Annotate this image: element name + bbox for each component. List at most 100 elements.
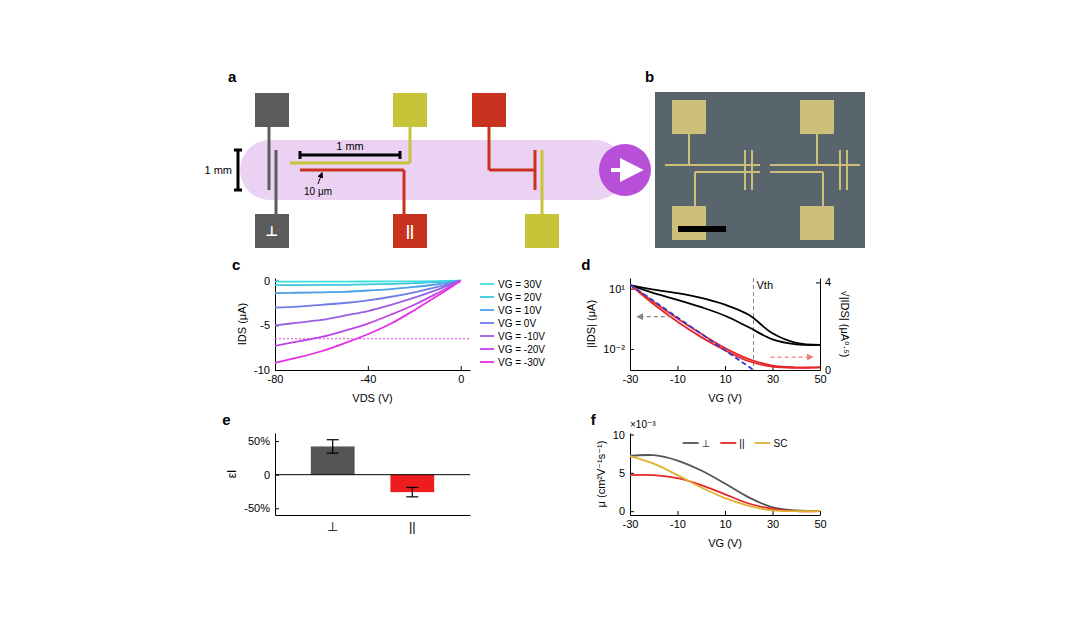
plot-area (630, 455, 820, 511)
axis-line (630, 279, 631, 371)
tick-label: 5 (619, 467, 625, 479)
tick: 30 (767, 511, 779, 530)
tick-mark (275, 441, 279, 442)
tick-label: 10¹ (609, 283, 625, 295)
legend-label: VG = -30V (498, 357, 545, 368)
error-bar (327, 440, 339, 453)
tick-label: 50% (248, 435, 270, 447)
legend-swatch (755, 442, 771, 444)
tick-label: -40 (360, 373, 376, 385)
photo-pad (800, 100, 834, 134)
electrode (403, 170, 406, 214)
legend-swatch (480, 322, 494, 324)
y-axis: 10⁻² 10¹ (603, 279, 634, 371)
tick-mark (678, 511, 679, 515)
electrode (299, 151, 302, 159)
error-bar-stem (412, 487, 413, 496)
y-axis: 0510 (613, 429, 634, 518)
y-axis-title: μ (cm²V⁻¹s⁻¹) (595, 441, 607, 508)
x-axis: ⊥|| (276, 516, 471, 535)
tick: 4 (816, 276, 831, 288)
tick-mark (275, 370, 279, 371)
tick-label: -10 (670, 518, 686, 530)
direction-arrow (611, 168, 639, 172)
electrode-pad (255, 93, 289, 127)
legend-swatch (480, 296, 494, 298)
tick: -50% (244, 502, 279, 514)
photo-electrode (846, 150, 848, 190)
annotation: Vth (757, 279, 774, 291)
legend-label: VG = -10V (498, 331, 545, 342)
panel-label: a (228, 68, 237, 85)
tick-mark (725, 366, 726, 370)
dimension-label: 1 mm (336, 140, 364, 152)
tick: 10 (719, 511, 731, 530)
panel-f: -30-101030500510×10⁻³VG (V)μ (cm²V⁻¹s⁻¹)… (591, 411, 827, 549)
electrode-pad (393, 214, 427, 248)
error-bar-cap (327, 439, 339, 440)
photo-electrode (770, 171, 823, 173)
tick: -10 (670, 366, 686, 385)
legend-label: VG = 0V (498, 318, 536, 329)
tick-mark (725, 511, 726, 515)
plot-area (630, 278, 820, 370)
y2-axis: 04 (816, 276, 831, 376)
plot-area (311, 440, 434, 497)
series-line (630, 285, 820, 368)
tick-label: -30 (623, 518, 639, 530)
x-axis-title: VG (V) (708, 537, 742, 549)
tick: -10 (670, 511, 686, 530)
series-line (630, 475, 820, 511)
axis-multiplier: ×10⁻³ (630, 419, 656, 430)
scale-bar (678, 226, 726, 232)
tick-mark (630, 349, 634, 350)
legend-swatch (720, 442, 736, 444)
error-bar-cap (327, 453, 339, 454)
axis-pointer (771, 357, 813, 358)
tick: ⊥ (327, 519, 338, 534)
electrode (290, 162, 410, 165)
tick-label: 0 (619, 505, 625, 517)
electrode-pad (525, 214, 559, 248)
error-bar (406, 487, 418, 496)
tick-label: 0 (458, 373, 464, 385)
electrode (399, 151, 402, 159)
axis-line (276, 515, 471, 516)
axis-pointer (638, 316, 672, 317)
error-bar-cap (406, 496, 418, 497)
electrode (234, 189, 242, 192)
pad-label: || (406, 223, 414, 239)
tick-label: 30 (767, 373, 779, 385)
photo-electrode (822, 172, 824, 206)
tick-mark (630, 473, 634, 474)
legend-swatch (480, 335, 494, 337)
tick: 10⁻² (603, 343, 634, 355)
tick: 50 (814, 511, 826, 530)
panel-c: -80-400-10-50VDS (V)IDS (μA)cVG = 30VVG … (232, 256, 545, 404)
legend-label: VG = 10V (498, 305, 542, 316)
tick: 30 (767, 366, 779, 385)
photo-electrode (694, 172, 696, 206)
tick-label: 10 (719, 518, 731, 530)
tick-mark (275, 508, 279, 509)
legend-label: VG = -20V (498, 344, 545, 355)
legend-swatch (480, 361, 494, 363)
tick-label: 4 (825, 276, 831, 288)
photo-pad (800, 206, 834, 240)
tick: 0 (458, 366, 464, 385)
tick-mark (678, 366, 679, 370)
series-line (275, 281, 461, 363)
series-line (275, 281, 461, 346)
photo-ground (655, 92, 865, 248)
y-axis: -50%050% (244, 434, 279, 516)
axis-line (276, 370, 471, 371)
dimension-label: 10 μm (304, 186, 332, 197)
plot-area (275, 281, 470, 363)
photo-electrode (744, 150, 746, 190)
series-line (275, 281, 461, 308)
y-axis-title: εI (225, 470, 239, 479)
series-line (630, 455, 820, 511)
panel-label: b (645, 68, 654, 85)
tick-label: 10 (719, 373, 731, 385)
tick-label: -5 (260, 319, 270, 331)
